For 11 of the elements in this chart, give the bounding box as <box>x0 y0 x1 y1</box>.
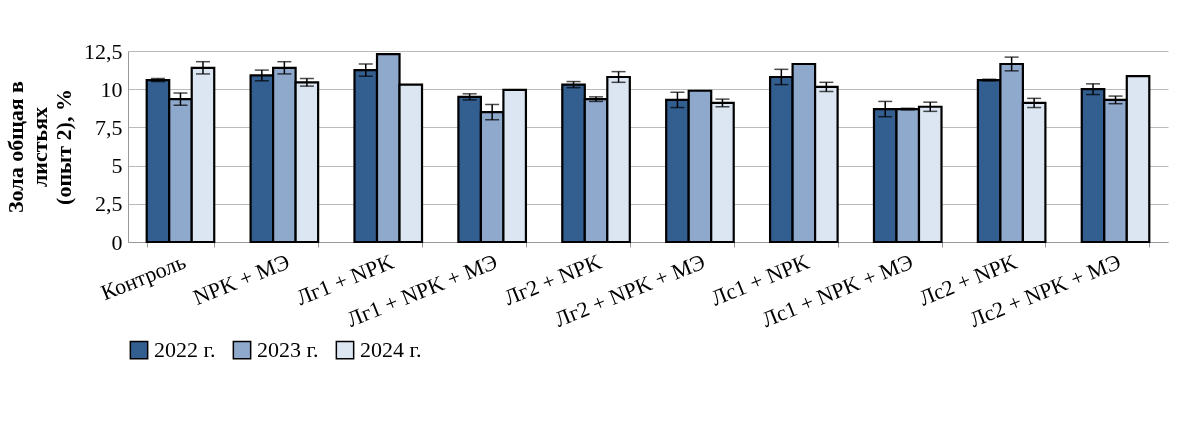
x-tick-label: NPK + МЭ <box>189 248 294 310</box>
legend-label: 2024 г. <box>360 337 422 363</box>
legend-label: 2022 г. <box>154 337 216 363</box>
y-axis-title: Зола общая в листьях (опыт 2), % <box>3 80 76 214</box>
y-tick-label: 12,5 <box>84 38 123 64</box>
y-tick-label: 7,5 <box>95 114 123 140</box>
y-tick-label: 5 <box>111 153 123 179</box>
y-tick-label: 2,5 <box>95 191 123 217</box>
legend-label: 2023 г. <box>257 337 319 363</box>
y-tick-label: 10 <box>100 76 123 102</box>
y-tick-label: 0 <box>111 229 123 255</box>
